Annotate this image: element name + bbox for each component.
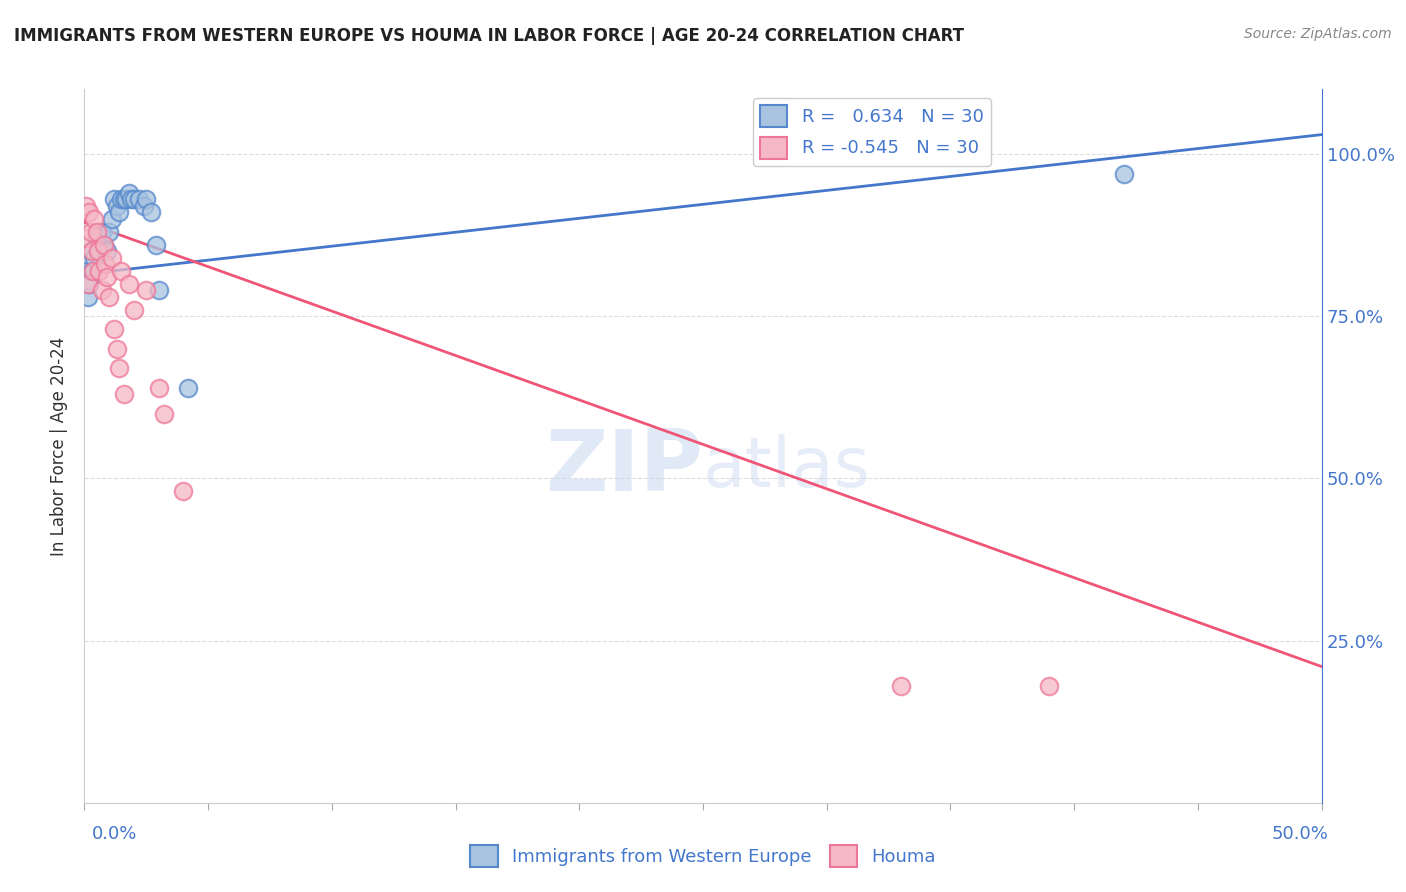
Point: [108, 205, 131, 219]
Point: [115, 193, 138, 207]
Point: [86, 231, 108, 245]
Point: [103, 193, 125, 207]
Point: [132, 199, 155, 213]
Legend: R =   0.634   N = 30, R = -0.545   N = 30: R = 0.634 N = 30, R = -0.545 N = 30: [754, 98, 991, 166]
Point: [79, 205, 101, 219]
Text: 0.0%: 0.0%: [91, 825, 136, 843]
Point: [120, 193, 142, 207]
Legend: Immigrants from Western Europe, Houma: Immigrants from Western Europe, Houma: [463, 838, 943, 874]
Point: [135, 283, 157, 297]
Point: [79, 225, 101, 239]
Point: [96, 244, 118, 259]
Point: [148, 381, 170, 395]
Point: [108, 361, 131, 376]
Point: [152, 407, 174, 421]
Point: [100, 211, 122, 226]
Point: [80, 264, 103, 278]
Point: [890, 679, 912, 693]
Point: [110, 264, 132, 278]
Point: [79, 244, 101, 259]
Point: [141, 205, 163, 219]
Point: [128, 193, 150, 207]
Point: [177, 381, 200, 395]
Text: 50.0%: 50.0%: [1272, 825, 1329, 843]
Point: [145, 238, 167, 252]
Point: [98, 225, 121, 239]
Point: [90, 283, 112, 297]
Point: [90, 225, 112, 239]
Point: [105, 342, 128, 356]
Point: [86, 225, 108, 239]
Point: [77, 277, 100, 291]
Point: [112, 387, 135, 401]
Point: [87, 244, 110, 259]
Point: [76, 264, 98, 278]
Point: [100, 251, 122, 265]
Point: [82, 264, 104, 278]
Text: Source: ZipAtlas.com: Source: ZipAtlas.com: [1244, 27, 1392, 41]
Point: [112, 193, 135, 207]
Point: [135, 193, 157, 207]
Point: [118, 277, 141, 291]
Point: [1112, 167, 1135, 181]
Point: [80, 244, 103, 259]
Point: [105, 199, 128, 213]
Point: [93, 238, 115, 252]
Text: atlas: atlas: [703, 434, 870, 501]
Point: [76, 231, 98, 245]
Point: [77, 290, 100, 304]
Point: [75, 199, 97, 213]
Point: [148, 283, 170, 297]
Point: [96, 270, 118, 285]
Point: [89, 264, 111, 278]
Point: [122, 302, 145, 317]
Point: [122, 193, 145, 207]
Point: [98, 290, 121, 304]
Point: [1038, 679, 1060, 693]
Point: [89, 244, 111, 259]
Point: [83, 251, 105, 265]
Text: IMMIGRANTS FROM WESTERN EUROPE VS HOUMA IN LABOR FORCE | AGE 20-24 CORRELATION C: IMMIGRANTS FROM WESTERN EUROPE VS HOUMA …: [14, 27, 965, 45]
Point: [103, 322, 125, 336]
Y-axis label: In Labor Force | Age 20-24: In Labor Force | Age 20-24: [51, 336, 69, 556]
Point: [79, 277, 101, 291]
Point: [93, 238, 115, 252]
Point: [172, 484, 194, 499]
Point: [110, 193, 132, 207]
Point: [83, 211, 105, 226]
Text: ZIP: ZIP: [546, 425, 703, 509]
Point: [94, 257, 117, 271]
Point: [118, 186, 141, 200]
